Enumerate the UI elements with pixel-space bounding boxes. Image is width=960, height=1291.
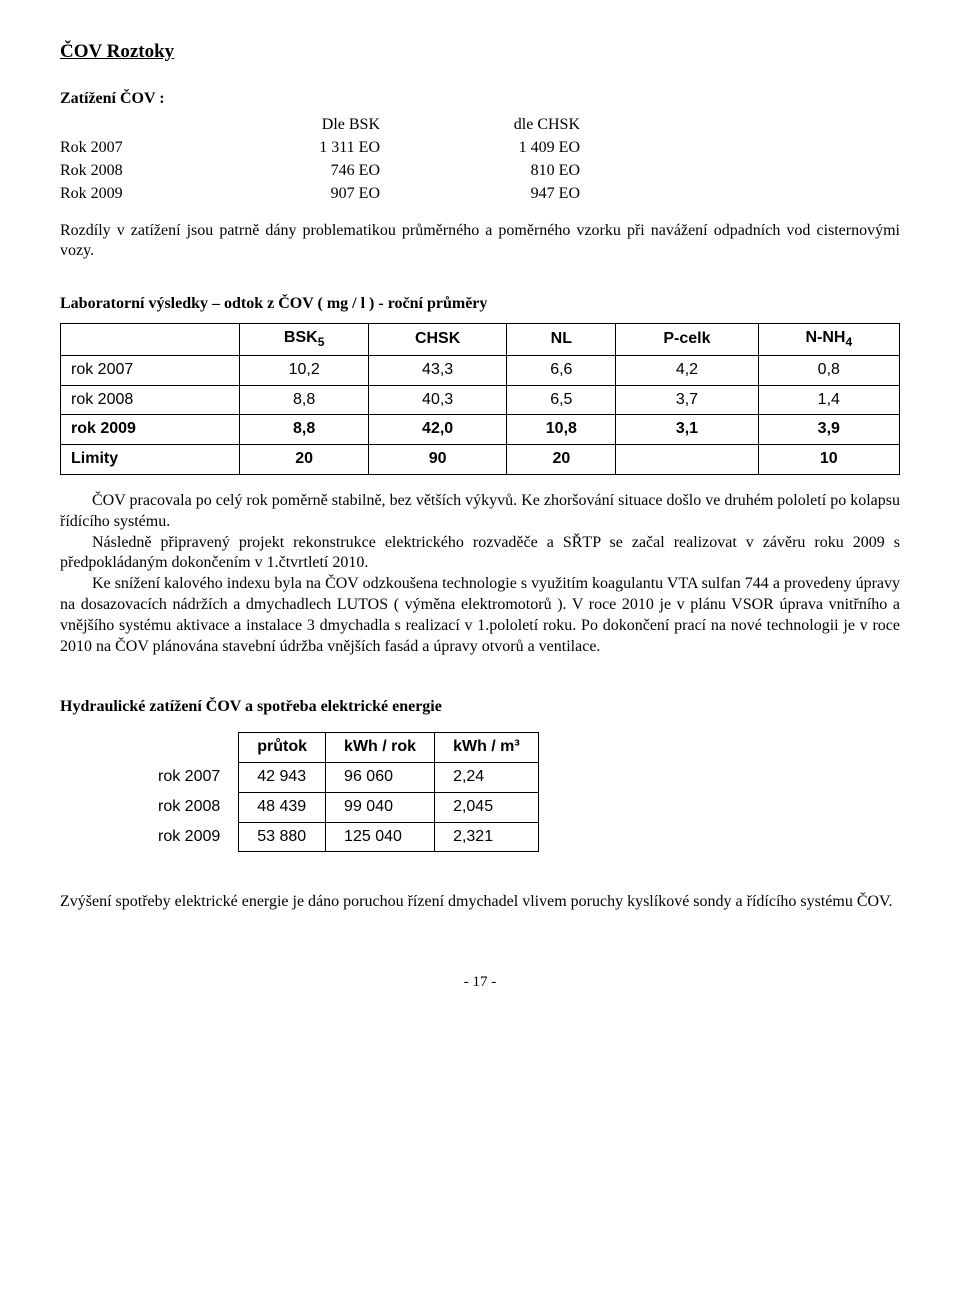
lab-cell: 1,4 xyxy=(758,385,899,415)
energy-row-label: rok 2008 xyxy=(140,792,239,822)
energy-table: průtok kWh / rok kWh / m³ rok 2007 42 94… xyxy=(140,732,539,852)
lab-cell: 6,5 xyxy=(507,385,616,415)
lab-col-empty xyxy=(61,324,240,356)
load-heading: Zatížení ČOV : xyxy=(60,89,900,110)
lab-cell: 3,1 xyxy=(616,415,758,445)
lab-results-table: BSK5 CHSK NL P-celk N-NH4 rok 2007 10,2 … xyxy=(60,323,900,475)
paragraph: Následně připravený projekt rekonstrukce… xyxy=(60,533,900,575)
energy-cell: 96 060 xyxy=(326,763,435,793)
paragraph: Rozdíly v zatížení jsou patrně dány prob… xyxy=(60,221,900,263)
lab-cell: 6,6 xyxy=(507,355,616,385)
lab-cell: 90 xyxy=(368,445,507,475)
lab-cell: 0,8 xyxy=(758,355,899,385)
energy-cell: 99 040 xyxy=(326,792,435,822)
lab-cell: 20 xyxy=(507,445,616,475)
lab-cell: 10,2 xyxy=(240,355,368,385)
load-hdr-empty xyxy=(60,115,220,136)
table-row: rok 2009 8,8 42,0 10,8 3,1 3,9 xyxy=(61,415,900,445)
energy-heading: Hydraulické zatížení ČOV a spotřeba elek… xyxy=(60,697,900,718)
lab-row-label: rok 2009 xyxy=(61,415,240,445)
lab-cell: 8,8 xyxy=(240,415,368,445)
load-row-bsk: 1 311 EO xyxy=(220,138,420,159)
lab-cell: 10 xyxy=(758,445,899,475)
lab-cell: 20 xyxy=(240,445,368,475)
lab-row-label: rok 2008 xyxy=(61,385,240,415)
table-row: rok 2007 10,2 43,3 6,6 4,2 0,8 xyxy=(61,355,900,385)
lab-cell: 43,3 xyxy=(368,355,507,385)
load-table: Dle BSK dle CHSK Rok 2007 1 311 EO 1 409… xyxy=(60,115,900,204)
load-row-chsk: 947 EO xyxy=(420,184,620,205)
energy-col-kwh-rok: kWh / rok xyxy=(326,733,435,763)
load-hdr-bsk: Dle BSK xyxy=(220,115,420,136)
energy-cell: 53 880 xyxy=(239,822,326,852)
lab-col-bsk: BSK5 xyxy=(240,324,368,356)
energy-col-prutok: průtok xyxy=(239,733,326,763)
energy-row-label: rok 2007 xyxy=(140,763,239,793)
lab-col-nnh4: N-NH4 xyxy=(758,324,899,356)
lab-heading: Laboratorní výsledky – odtok z ČOV ( mg … xyxy=(60,294,900,315)
table-row: rok 2008 8,8 40,3 6,5 3,7 1,4 xyxy=(61,385,900,415)
table-row: Limity 20 90 20 10 xyxy=(61,445,900,475)
load-row-bsk: 907 EO xyxy=(220,184,420,205)
energy-cell: 42 943 xyxy=(239,763,326,793)
paragraph: Zvýšení spotřeby elektrické energie je d… xyxy=(60,892,900,913)
table-header-row: průtok kWh / rok kWh / m³ xyxy=(140,733,538,763)
energy-row-label: rok 2009 xyxy=(140,822,239,852)
lab-cell: 4,2 xyxy=(616,355,758,385)
page-number: - 17 - xyxy=(60,973,900,993)
load-row-chsk: 1 409 EO xyxy=(420,138,620,159)
lab-cell: 3,9 xyxy=(758,415,899,445)
energy-cell: 2,321 xyxy=(435,822,539,852)
lab-col-nl: NL xyxy=(507,324,616,356)
lab-row-label: Limity xyxy=(61,445,240,475)
table-header-row: BSK5 CHSK NL P-celk N-NH4 xyxy=(61,324,900,356)
table-row: rok 2009 53 880 125 040 2,321 xyxy=(140,822,538,852)
energy-col-empty xyxy=(140,733,239,763)
lab-cell: 10,8 xyxy=(507,415,616,445)
lab-cell: 42,0 xyxy=(368,415,507,445)
energy-cell: 125 040 xyxy=(326,822,435,852)
lab-col-pcelk: P-celk xyxy=(616,324,758,356)
paragraph: Ke snížení kalového indexu byla na ČOV o… xyxy=(60,574,900,657)
load-row-label: Rok 2009 xyxy=(60,184,220,205)
table-row: rok 2008 48 439 99 040 2,045 xyxy=(140,792,538,822)
load-row-chsk: 810 EO xyxy=(420,161,620,182)
load-row-bsk: 746 EO xyxy=(220,161,420,182)
table-row: rok 2007 42 943 96 060 2,24 xyxy=(140,763,538,793)
load-row-label: Rok 2007 xyxy=(60,138,220,159)
load-hdr-chsk: dle CHSK xyxy=(420,115,620,136)
lab-cell: 3,7 xyxy=(616,385,758,415)
load-row-label: Rok 2008 xyxy=(60,161,220,182)
lab-col-chsk: CHSK xyxy=(368,324,507,356)
energy-col-kwh-m3: kWh / m³ xyxy=(435,733,539,763)
lab-cell xyxy=(616,445,758,475)
energy-cell: 2,24 xyxy=(435,763,539,793)
lab-cell: 40,3 xyxy=(368,385,507,415)
paragraph: ČOV pracovala po celý rok poměrně stabil… xyxy=(60,491,900,533)
lab-row-label: rok 2007 xyxy=(61,355,240,385)
page-title: ČOV Roztoky xyxy=(60,40,900,65)
energy-cell: 2,045 xyxy=(435,792,539,822)
energy-cell: 48 439 xyxy=(239,792,326,822)
lab-cell: 8,8 xyxy=(240,385,368,415)
